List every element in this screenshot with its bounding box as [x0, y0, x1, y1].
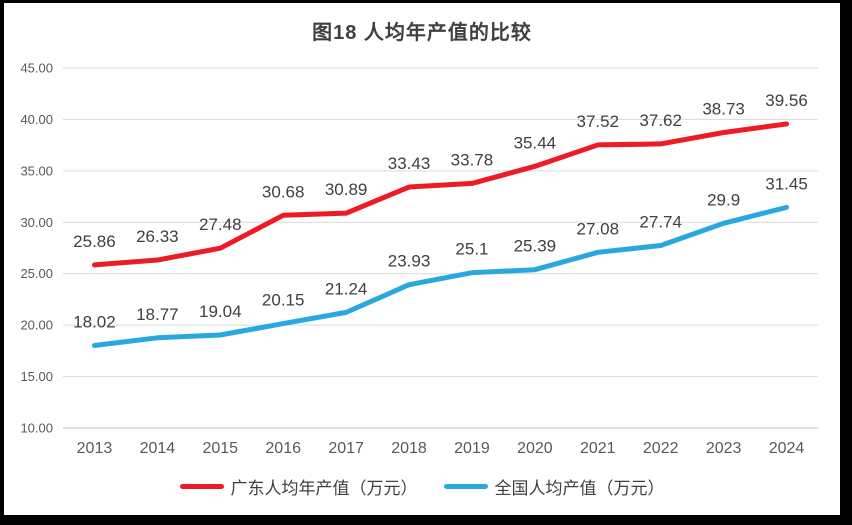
y-axis-tick-label: 15.00: [20, 369, 53, 384]
data-label: 33.78: [451, 150, 494, 169]
chart-legend: 广东人均年产值（万元） 全国人均产值（万元）: [4, 474, 840, 499]
x-axis-tick-label: 2020: [517, 440, 553, 457]
chart-canvas: 图18 人均年产值的比较 45.00 40.00 35.00 30.00 25.00 20…: [4, 3, 840, 515]
x-axis-tick-label: 2018: [391, 440, 427, 457]
series-line-1: [91, 204, 790, 349]
data-label: 35.44: [514, 133, 557, 152]
data-label: 25.86: [73, 232, 116, 251]
x-axis-tick-label: 2022: [643, 440, 679, 457]
data-label: 30.68: [262, 182, 305, 201]
x-axis-tick-label: 2014: [140, 440, 176, 457]
x-axis-tick-label: 2013: [77, 440, 113, 457]
data-label: 37.52: [577, 112, 620, 131]
legend-label: 全国人均产值（万元）: [494, 479, 665, 498]
data-label: 18.77: [136, 305, 179, 324]
data-label: 20.15: [262, 291, 305, 310]
x-axis-tick-label: 2017: [328, 440, 364, 457]
data-label: 37.62: [639, 111, 682, 130]
y-axis-tick-label: 10.00: [20, 421, 53, 436]
legend-item-0: 广东人均年产值（万元）: [179, 474, 418, 499]
data-label: 21.24: [325, 279, 368, 298]
x-axis-tick-label: 2023: [706, 440, 742, 457]
data-label: 30.89: [325, 180, 368, 199]
x-axis-tick-label: 2024: [769, 440, 805, 457]
data-label: 25.1: [455, 240, 488, 259]
data-label: 18.02: [73, 313, 116, 332]
data-label: 31.45: [765, 174, 808, 193]
y-axis-tick-label: 20.00: [20, 318, 53, 333]
chart-title: 图18 人均年产值的比较: [312, 22, 532, 44]
x-axis-tick-label: 2019: [454, 440, 490, 457]
data-label: 23.93: [388, 252, 431, 271]
x-axis-tick-label: 2015: [202, 440, 238, 457]
data-label: 27.74: [639, 213, 682, 232]
data-label: 27.48: [199, 215, 242, 234]
plot-area: 45.00 40.00 35.00 30.00 25.00 20.00 15.00 10.00…: [20, 61, 818, 457]
data-label: 39.56: [765, 91, 808, 110]
y-axis-tick-label: 25.00: [20, 266, 53, 281]
data-label: 19.04: [199, 302, 242, 321]
data-label: 29.9: [707, 190, 740, 209]
legend-swatch-icon: [443, 484, 488, 489]
data-label: 26.33: [136, 227, 179, 246]
y-axis-tick-label: 45.00: [20, 61, 53, 76]
data-label: 27.08: [577, 219, 620, 238]
series-line-0: [91, 121, 790, 268]
data-label: 38.73: [702, 99, 745, 118]
legend-label: 广东人均年产值（万元）: [230, 479, 418, 498]
data-label: 33.43: [388, 154, 431, 173]
legend-item-1: 全国人均产值（万元）: [443, 474, 665, 499]
x-axis-tick-label: 2016: [265, 440, 301, 457]
y-axis-tick-label: 30.00: [20, 215, 53, 230]
x-axis-tick-label: 2021: [580, 440, 616, 457]
data-label: 25.39: [514, 237, 557, 256]
y-axis-tick-label: 40.00: [20, 112, 53, 127]
y-axis-tick-label: 35.00: [20, 163, 53, 178]
legend-swatch-icon: [179, 484, 224, 489]
